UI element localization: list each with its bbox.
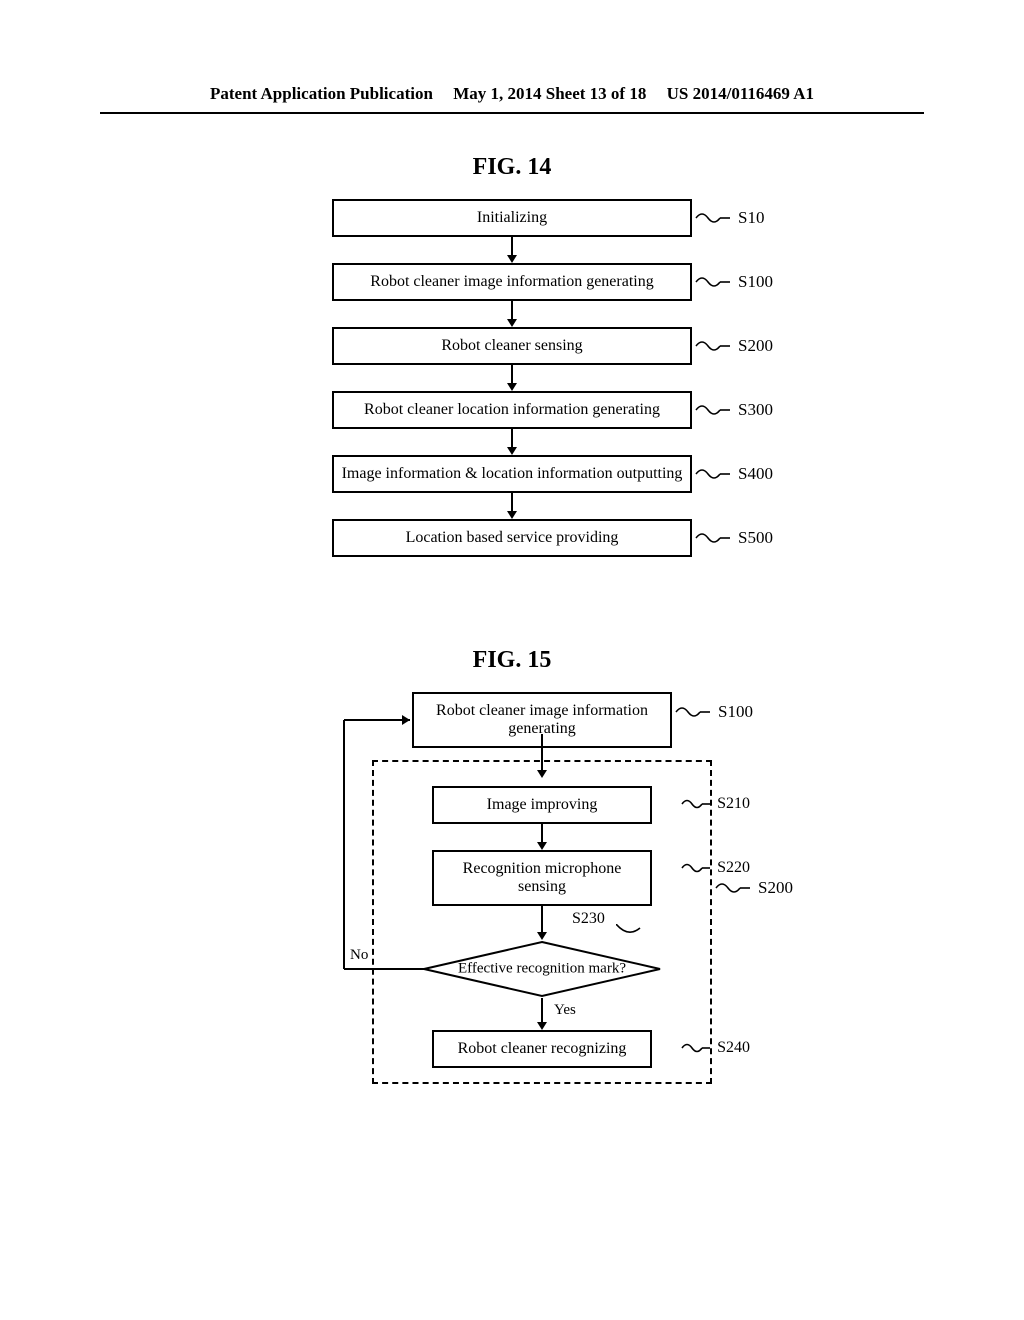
step-label: S100 bbox=[718, 702, 753, 722]
brace-icon bbox=[694, 336, 734, 356]
step-label: S220 bbox=[717, 859, 750, 877]
step-label: S100 bbox=[738, 272, 773, 292]
process-box: Location based service providing bbox=[332, 519, 692, 557]
arrow-down-icon bbox=[505, 237, 519, 263]
header-center: May 1, 2014 Sheet 13 of 18 bbox=[453, 84, 646, 104]
decision-diamond: Effective recognition mark? bbox=[422, 940, 662, 998]
fig15-s220-row: Recognition microphone sensing S220 bbox=[390, 850, 694, 906]
fig14-step-0: Initializing S10 bbox=[232, 199, 792, 237]
page-header: Patent Application Publication May 1, 20… bbox=[100, 0, 924, 114]
brace-icon bbox=[694, 272, 734, 292]
brace-icon bbox=[680, 1038, 714, 1058]
fig14-step-1: Robot cleaner image information generati… bbox=[232, 263, 792, 301]
process-text: Location based service providing bbox=[406, 529, 619, 546]
no-label: No bbox=[350, 947, 368, 964]
process-box: Robot cleaner sensing bbox=[332, 327, 692, 365]
process-text: Robot cleaner sensing bbox=[441, 337, 582, 354]
process-text: Robot cleaner recognizing bbox=[458, 1040, 627, 1057]
fig15-flow: Robot cleaner image information generati… bbox=[272, 692, 752, 1084]
process-text: Initializing bbox=[477, 209, 547, 226]
step-label: S10 bbox=[738, 208, 764, 228]
process-box: Initializing bbox=[332, 199, 692, 237]
process-box: Robot cleaner image information generati… bbox=[332, 263, 692, 301]
group-label: S200 bbox=[714, 878, 793, 898]
connector bbox=[232, 429, 792, 455]
process-box: Robot cleaner location information gener… bbox=[332, 391, 692, 429]
fig14-step-5: Location based service providing S500 bbox=[232, 519, 792, 557]
brace-icon bbox=[714, 878, 754, 898]
arrow-down-icon bbox=[505, 493, 519, 519]
fig14-flow: Initializing S10 Robot cleaner image inf… bbox=[232, 199, 792, 557]
arrow-down-icon bbox=[505, 429, 519, 455]
step-label: S400 bbox=[738, 464, 773, 484]
brace-icon bbox=[674, 702, 714, 722]
brace-icon bbox=[680, 794, 714, 814]
process-text: Robot cleaner location information gener… bbox=[364, 401, 660, 418]
brace-icon bbox=[694, 464, 734, 484]
fig15-dashed-group: Image improving S210 Recognition microph… bbox=[372, 760, 712, 1084]
fig15-title: FIG. 15 bbox=[0, 647, 1024, 674]
process-text: Recognition microphone sensing bbox=[463, 860, 622, 895]
arrow-down-icon bbox=[505, 301, 519, 327]
fig14-title: FIG. 14 bbox=[0, 154, 1024, 181]
fig15-s210-row: Image improving S210 bbox=[390, 786, 694, 824]
process-box: Image information & location information… bbox=[332, 455, 692, 493]
fig14-step-2: Robot cleaner sensing S200 bbox=[232, 327, 792, 365]
step-label: S500 bbox=[738, 528, 773, 548]
process-box: Image improving bbox=[432, 786, 652, 824]
fig15-top-row: Robot cleaner image information generati… bbox=[272, 692, 752, 734]
step-label: S200 bbox=[738, 336, 773, 356]
connector bbox=[272, 734, 752, 760]
fig15-s240-row: Robot cleaner recognizing S240 bbox=[390, 1030, 694, 1068]
arrow-down-icon bbox=[535, 998, 549, 1030]
arrow-down-icon bbox=[535, 906, 549, 940]
step-label: S210 bbox=[717, 795, 750, 813]
connector: S230 bbox=[390, 906, 694, 940]
arrow-down-icon bbox=[535, 824, 549, 850]
header-right: US 2014/0116469 A1 bbox=[667, 84, 814, 104]
connector bbox=[232, 237, 792, 263]
header-left: Patent Application Publication bbox=[210, 84, 433, 104]
curve-icon bbox=[616, 924, 642, 938]
process-box: Robot cleaner recognizing bbox=[432, 1030, 652, 1068]
decision-text: Effective recognition mark? bbox=[458, 961, 626, 978]
process-text: Robot cleaner image information generati… bbox=[436, 702, 648, 737]
connector bbox=[232, 493, 792, 519]
brace-icon bbox=[680, 858, 714, 878]
connector bbox=[232, 365, 792, 391]
step-label: S300 bbox=[738, 400, 773, 420]
process-text: Robot cleaner image information generati… bbox=[370, 273, 653, 290]
fig14-step-3: Robot cleaner location information gener… bbox=[232, 391, 792, 429]
connector bbox=[232, 301, 792, 327]
process-text: Image improving bbox=[487, 796, 598, 813]
yes-label: Yes bbox=[554, 1002, 576, 1019]
arrow-down-icon bbox=[505, 365, 519, 391]
fig15-decision-row: Effective recognition mark? bbox=[390, 940, 694, 998]
brace-icon bbox=[694, 400, 734, 420]
connector: Yes bbox=[390, 998, 694, 1030]
fig14-step-4: Image information & location information… bbox=[232, 455, 792, 493]
step-label: S230 bbox=[572, 910, 605, 928]
process-text: Image information & location information… bbox=[342, 465, 683, 482]
step-label: S240 bbox=[717, 1039, 750, 1057]
brace-icon bbox=[694, 528, 734, 548]
brace-icon bbox=[694, 208, 734, 228]
step-label: S200 bbox=[758, 878, 793, 898]
process-box: Recognition microphone sensing bbox=[432, 850, 652, 906]
connector bbox=[390, 824, 694, 850]
